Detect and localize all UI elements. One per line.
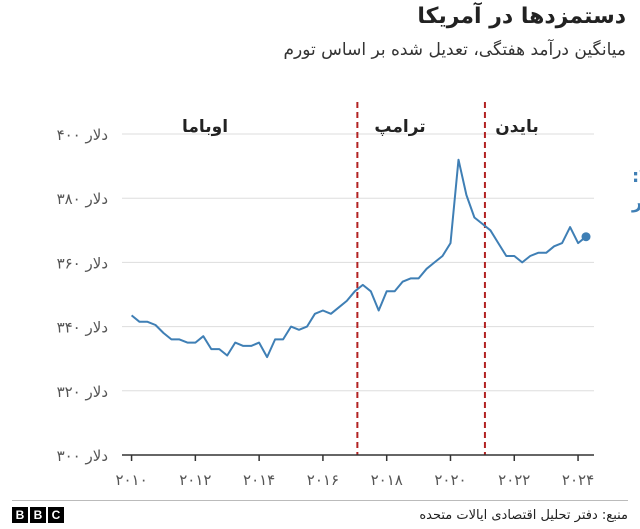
x-tick-label: ۲۰۱۴	[243, 471, 275, 489]
y-tick-label: ۳۲۰ دلار	[57, 383, 108, 401]
logo-letter: C	[48, 507, 64, 523]
period-labels: اوباما ترامپ بایدن	[182, 117, 539, 137]
logo-letter: B	[30, 507, 46, 523]
chart-subtitle: میانگین درآمد هفتگی، تعدیل شده بر اساس ت…	[283, 40, 627, 60]
x-tick-label: ۲۰۱۲	[179, 471, 211, 489]
logo-letter: B	[12, 507, 28, 523]
chart-title: دستمزدها در آمریکا	[417, 4, 626, 29]
x-tick-label: ۲۰۲۲	[498, 471, 530, 489]
latest-value-annotation: ژوئن ۲۰۲۴: ۳۶۸ دلار	[631, 166, 640, 213]
y-tick-label: ۳۰۰ دلار	[57, 447, 108, 465]
y-axis-tick-labels: ۳۰۰ دلار ۳۲۰ دلار ۳۴۰ دلار ۳۶۰ دلار ۳۸۰ دلار…	[57, 126, 108, 465]
y-tick-label: ۳۴۰ دلار	[57, 319, 108, 337]
annotation-line: ژوئن ۲۰۲۴:	[632, 166, 640, 187]
latest-point-marker	[581, 232, 591, 242]
x-tick-label: ۲۰۱۰	[115, 471, 147, 489]
y-tick-label: ۳۸۰ دلار	[57, 190, 108, 208]
source-note: منبع: دفتر تحلیل اقتصادی ایالات متحده	[419, 508, 628, 523]
period-label: اوباما	[182, 117, 228, 137]
x-tick-label: ۲۰۲۴	[562, 471, 594, 489]
x-tick-label: ۲۰۲۰	[434, 471, 466, 489]
x-axis-ticks: ۲۰۱۰ ۲۰۱۲ ۲۰۱۴ ۲۰۱۶ ۲۰۱۸ ۲۰۲۰ ۲۰۲۲ ۲۰۲۴	[115, 455, 594, 489]
footer-divider	[12, 500, 628, 501]
bbc-logo: B B C	[12, 507, 64, 523]
period-dividers	[356, 102, 486, 455]
y-tick-label: ۴۰۰ دلار	[57, 126, 108, 144]
period-label: ترامپ	[374, 117, 425, 137]
annotation-line: ۳۶۸ دلار	[631, 192, 640, 213]
line-chart: ۳۰۰ دلار ۳۲۰ دلار ۳۴۰ دلار ۳۶۰ دلار ۳۸۰ دلار…	[57, 102, 640, 489]
x-tick-label: ۲۰۱۸	[371, 471, 403, 489]
y-tick-label: ۳۶۰ دلار	[57, 254, 108, 272]
x-tick-label: ۲۰۱۶	[307, 471, 339, 489]
period-label: بایدن	[495, 117, 538, 137]
series-line	[130, 158, 587, 359]
